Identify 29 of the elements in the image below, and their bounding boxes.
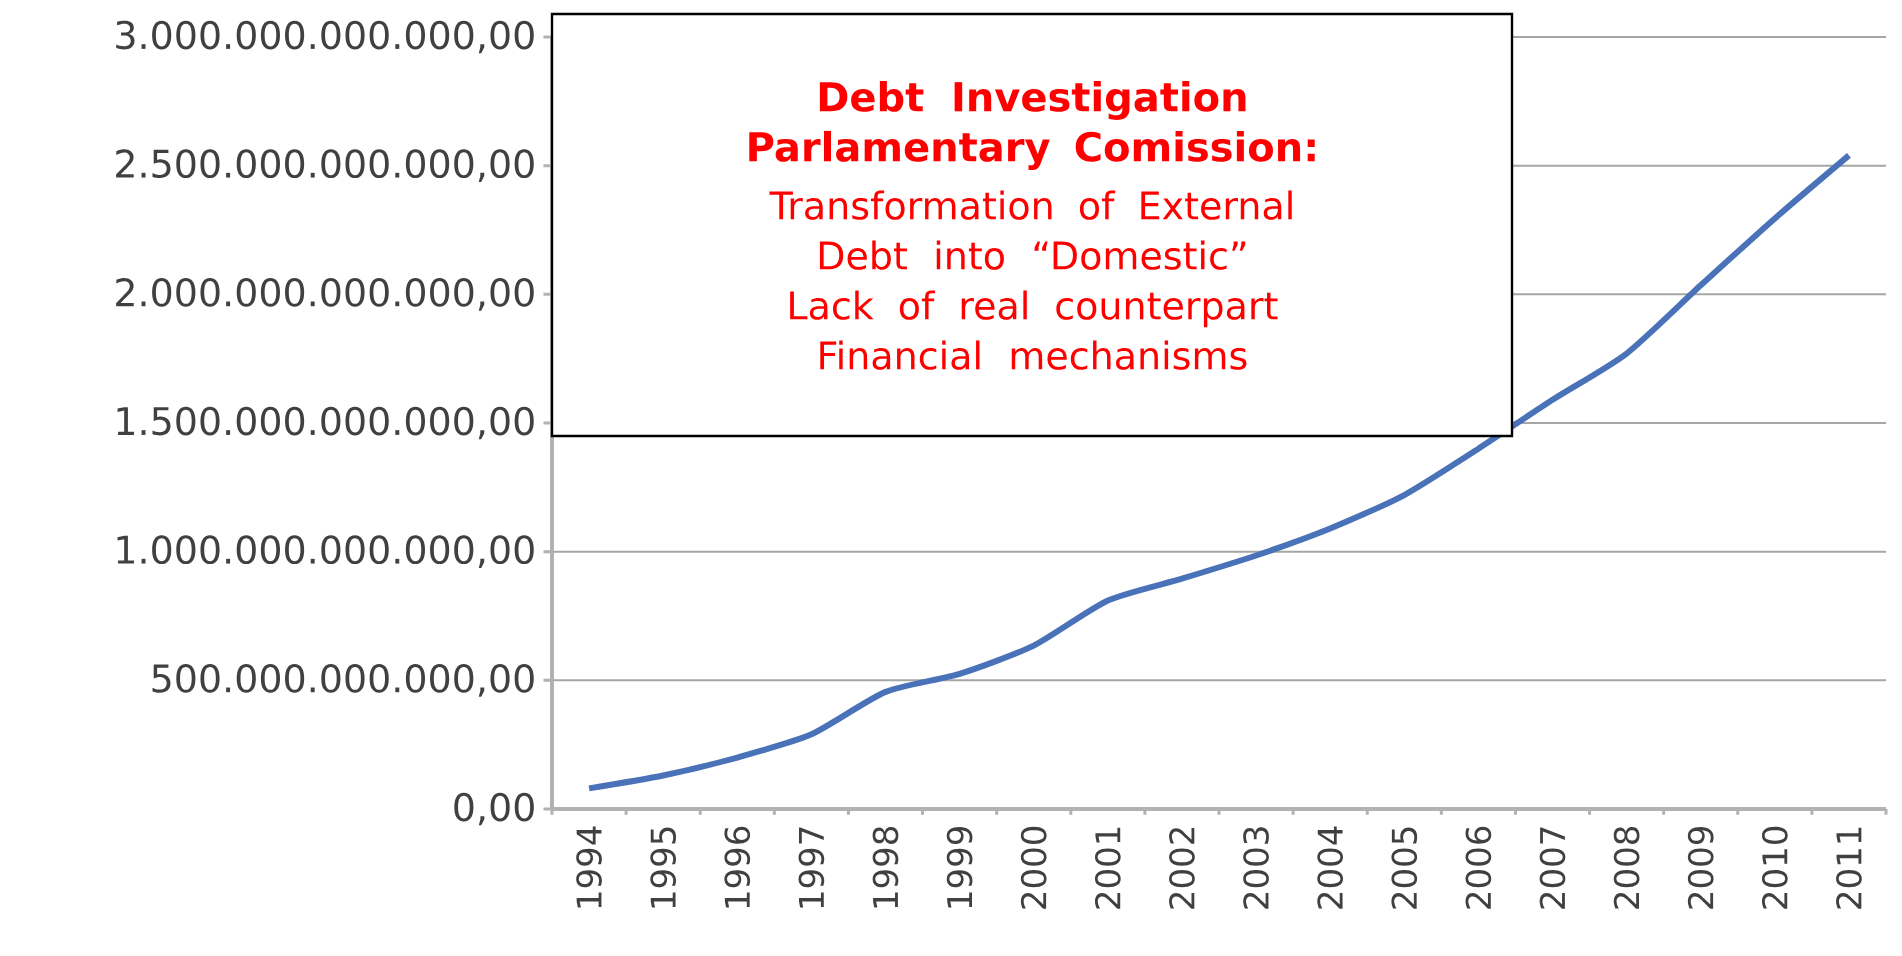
- x-tick-label: 2011: [1836, 827, 1862, 909]
- x-tick-label: 1997: [798, 827, 825, 908]
- y-tick-label: 1.000.000.000.000,00: [117, 535, 534, 568]
- x-tick-label: 2002: [1169, 828, 1195, 909]
- y-tick-label: 500.000.000.000,00: [152, 664, 534, 697]
- x-tick-label: 2006: [1465, 826, 1492, 909]
- x-tick-label: 1999: [946, 827, 973, 908]
- x-tick-label: 2008: [1613, 826, 1640, 909]
- y-tick-label: 0,00: [454, 792, 534, 826]
- y-tick-label: 2.500.000.000.000,00: [116, 149, 534, 182]
- y-tick-label: 3.000.000.000.000,00: [116, 20, 534, 54]
- text: Debt Investigation Parlamentary Comission:: [749, 80, 1315, 170]
- annotation: Transformation of External Debt into “Domestic”: [769, 190, 1292, 270]
- x-tick-label: 2009: [1687, 827, 1714, 909]
- x-tick-label: 2004: [1317, 826, 1344, 909]
- x-tick-label: 2001: [1094, 827, 1121, 909]
- y-tick-label: 1.500.000.000.000,00: [117, 406, 534, 440]
- x-tick-label: 1995: [650, 827, 677, 908]
- x-tick-label: 2010: [1761, 826, 1788, 909]
- y-tick-label: 2.000.000.000.000,00: [116, 278, 534, 311]
- x-tick-label: 2007: [1539, 827, 1566, 909]
- annotation: Financial mechanisms: [820, 340, 1247, 370]
- x-tick-label: 1996: [724, 826, 751, 908]
- x-tick-label: 1994: [576, 826, 602, 908]
- x-tick-label: 2000: [1020, 826, 1047, 909]
- x-tick-label: 2005: [1391, 827, 1418, 909]
- x-tick-label: 2003: [1243, 827, 1269, 909]
- x-tick-label: 1998: [872, 826, 899, 908]
- annotation: Lack of real counterpart: [790, 290, 1278, 328]
